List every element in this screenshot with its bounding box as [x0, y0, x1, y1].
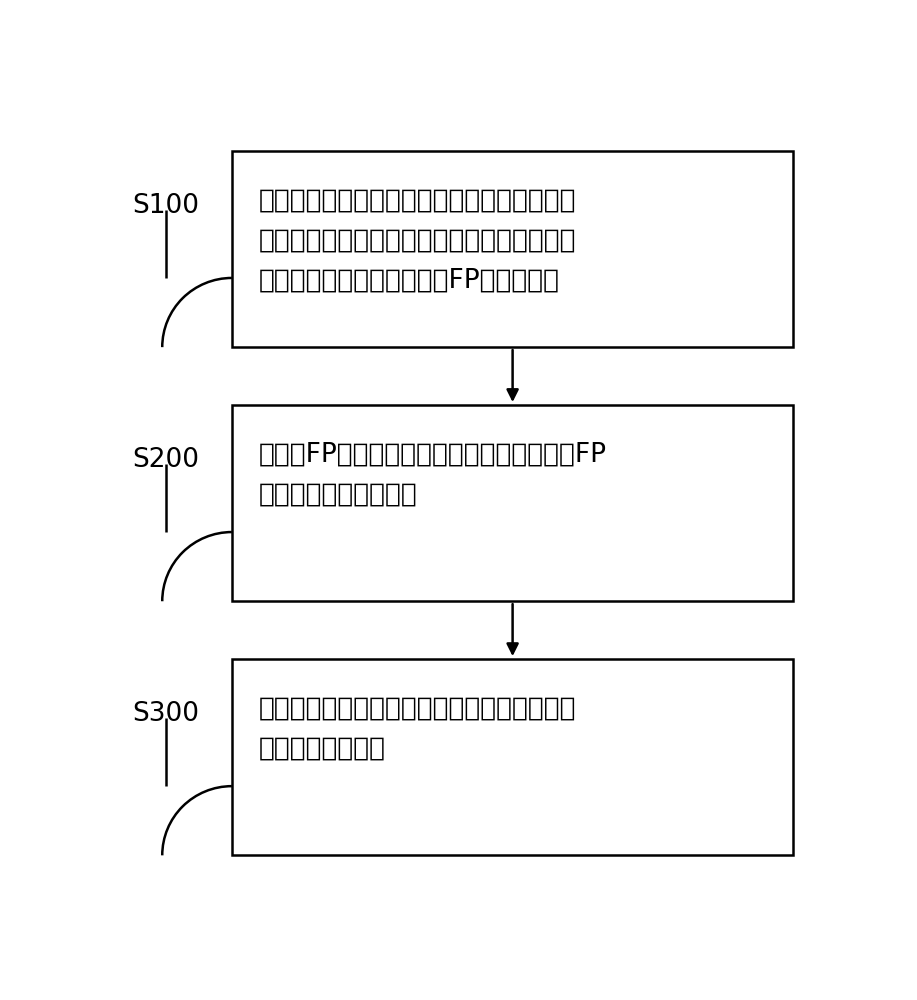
- Text: S100: S100: [132, 193, 199, 219]
- Text: S300: S300: [132, 701, 199, 727]
- Bar: [232, 659, 793, 855]
- Text: 基于激光器发射的第一光信号，以及经光纤耦
合器形成的第二光信号和第三光信号，经过第
一对象和第二对象得到两路FP干涉信号。: 基于激光器发射的第一光信号，以及经光纤耦 合器形成的第二光信号和第三光信号，经过…: [259, 188, 577, 294]
- Text: 对所述FP干涉信号进行分析处理，得到所述FP
干涉信号的相位信息。: 对所述FP干涉信号进行分析处理，得到所述FP 干涉信号的相位信息。: [259, 442, 607, 508]
- Bar: [232, 405, 793, 601]
- Text: S200: S200: [132, 447, 199, 473]
- Bar: [232, 151, 793, 347]
- Text: 基于所述的相位信息获得所述第一对象和第二
对象的运动信息。: 基于所述的相位信息获得所述第一对象和第二 对象的运动信息。: [259, 696, 577, 762]
